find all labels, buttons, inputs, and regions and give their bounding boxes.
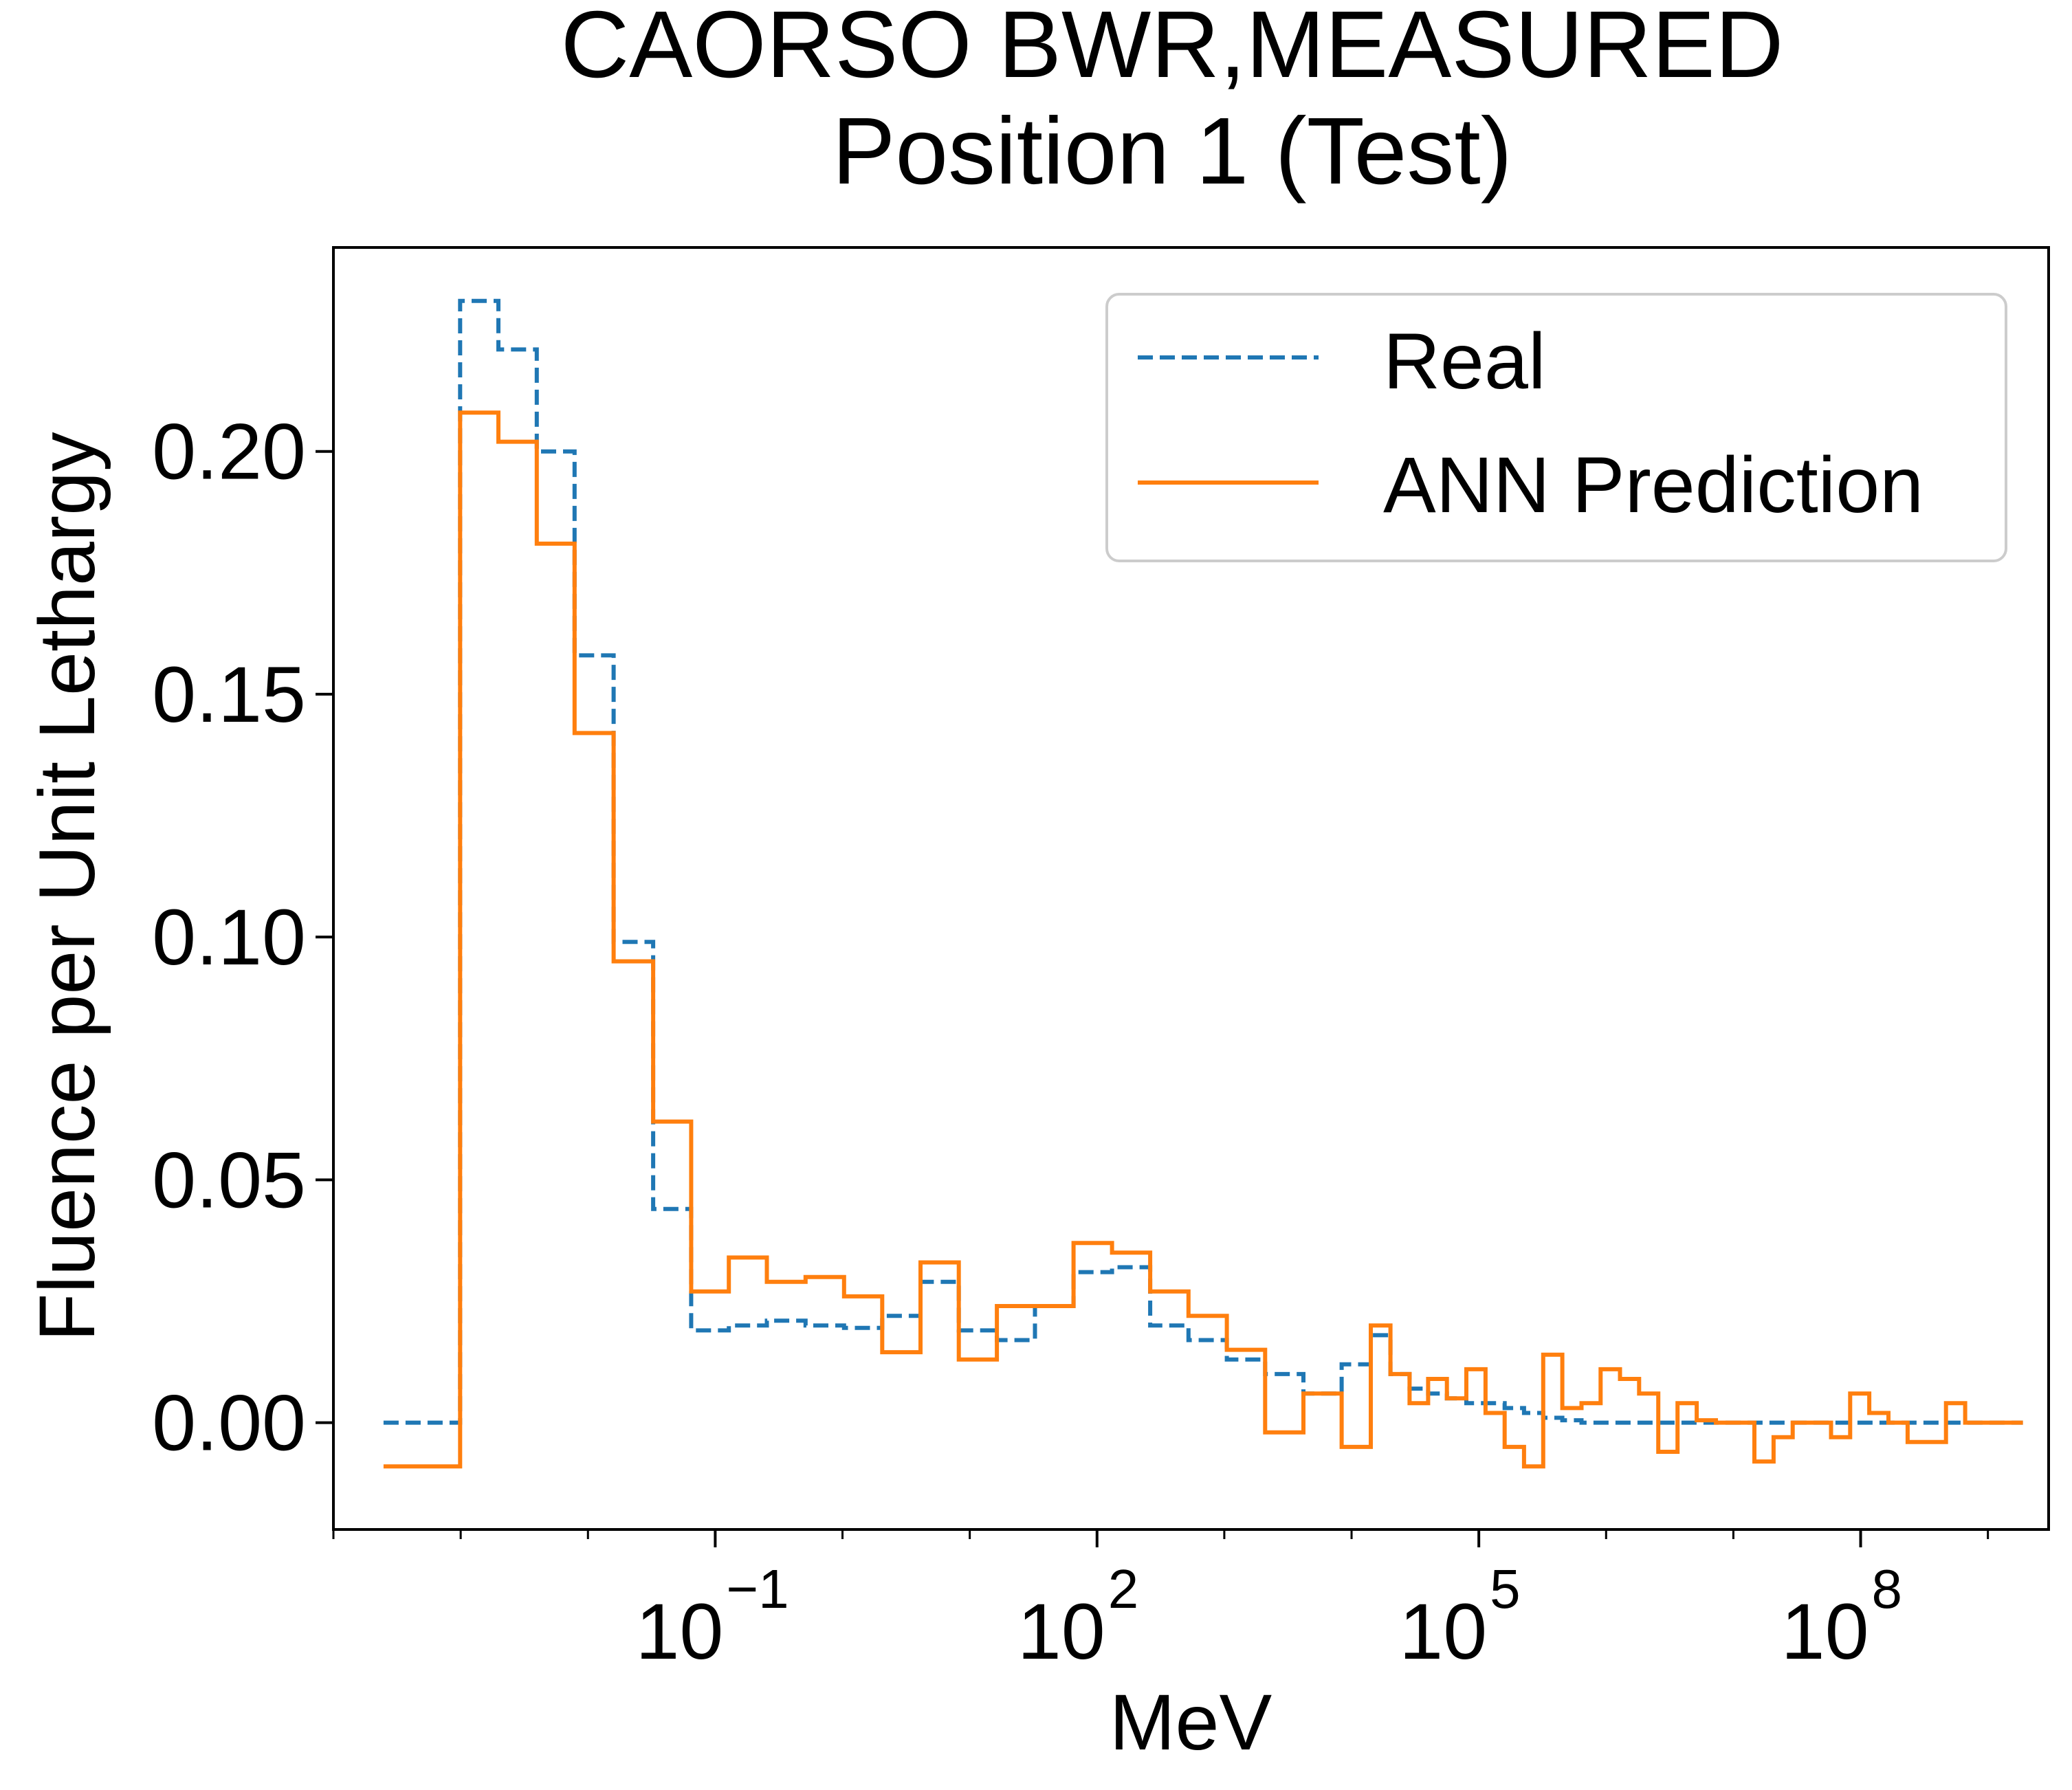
legend-label-ann-prediction: ANN Prediction (1383, 441, 1924, 529)
x-tick-label-base: 10 (1781, 1588, 1869, 1676)
x-tick-label-base: 10 (1017, 1588, 1105, 1676)
x-tick-label-exponent: 5 (1490, 1558, 1521, 1620)
x-tick-label-exponent: 8 (1872, 1558, 1903, 1620)
plot-frame (332, 246, 2050, 1531)
chart-title: CAORSO BWR,MEASURED Position 1 (Test) (561, 0, 1784, 204)
y-tick-label: 0.05 (152, 1136, 306, 1224)
y-tick-label: 0.00 (152, 1380, 306, 1468)
x-tick-label: 10 5 (1399, 1558, 1520, 1676)
y-tick-label: 0.20 (152, 408, 306, 496)
x-tick-label: 10 2 (1017, 1558, 1138, 1676)
series-line-ann-prediction (383, 410, 2023, 1469)
legend-frame (1105, 293, 2007, 562)
x-tick-label-exponent: −1 (726, 1558, 789, 1620)
y-tick-label: 0.15 (152, 651, 306, 739)
x-tick-label-exponent: 2 (1108, 1558, 1139, 1620)
y-axis: 0.00 0.05 0.10 0.15 0.20 (152, 408, 333, 1468)
x-axis-label: MeV (1110, 1679, 1272, 1767)
x-tick-label-base: 10 (635, 1588, 723, 1676)
plot-area (383, 298, 2023, 1469)
x-tick-label: 10 8 (1781, 1558, 1902, 1676)
chart-title-line-1: CAORSO BWR,MEASURED (561, 0, 1784, 98)
y-tick-label: 0.10 (152, 894, 306, 982)
y-axis-label: Fluence per Unit Lethargy (23, 432, 111, 1342)
x-axis: 10 −1 10 2 10 5 10 8 (332, 1529, 1990, 1676)
legend-label-real: Real (1383, 318, 1546, 406)
legend: Real ANN Prediction (1105, 293, 2007, 562)
chart-title-line-2: Position 1 (Test) (832, 98, 1512, 204)
x-tick-label: 10 −1 (635, 1558, 789, 1676)
x-tick-label-base: 10 (1399, 1588, 1487, 1676)
